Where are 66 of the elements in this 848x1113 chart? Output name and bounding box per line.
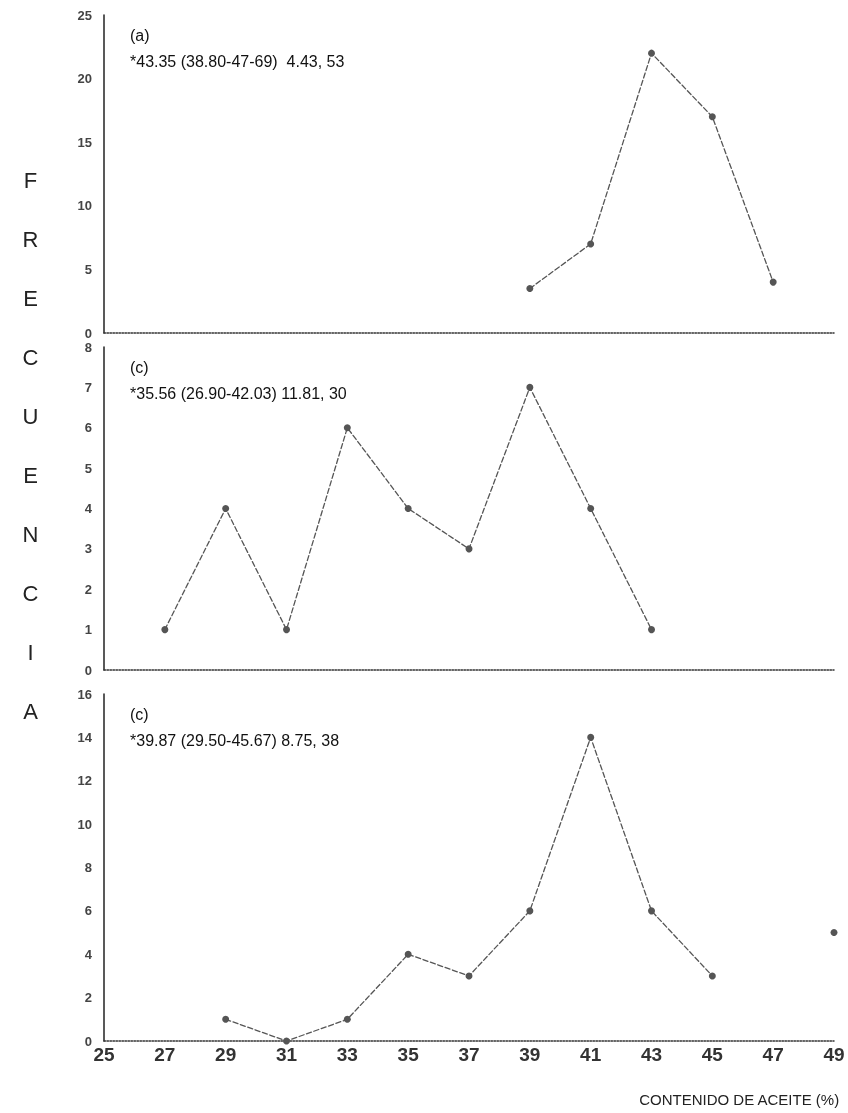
y-axis-title: FRECUENCIA — [18, 168, 43, 758]
point — [526, 284, 534, 292]
y-tick-label: 10 — [77, 198, 92, 214]
y-tick-label: 7 — [84, 379, 92, 395]
point — [404, 950, 412, 958]
y-tick-label: 3 — [84, 541, 92, 557]
annotation: *35.56 (26.90-42.03) 11.81, 30 — [130, 384, 347, 402]
y-tick-label: 25 — [77, 7, 92, 23]
y-tick-label: 0 — [84, 325, 92, 341]
point — [708, 113, 716, 121]
point — [222, 505, 230, 512]
y-tick-label: 2 — [84, 581, 92, 597]
x-tick-label: 33 — [336, 1044, 358, 1065]
y-tick-label: 2 — [84, 990, 92, 1006]
annotation: (c) — [130, 705, 149, 723]
y-tick-label: 8 — [84, 860, 92, 875]
point — [222, 1015, 230, 1023]
y-tick-label: 6 — [84, 903, 92, 919]
point — [343, 424, 351, 432]
x-tick-label: 35 — [397, 1044, 420, 1065]
y-tick-label: 16 — [77, 686, 92, 702]
x-tick-label: 41 — [580, 1044, 602, 1065]
point — [648, 626, 655, 634]
x-tick-label: 29 — [215, 1044, 237, 1065]
point — [708, 972, 716, 980]
y-tick-label: 10 — [77, 816, 92, 832]
point — [283, 1037, 290, 1045]
y-tick-label: 14 — [77, 729, 93, 745]
annotation: *39.87 (29.50-45.67) 8.75, 38 — [130, 731, 340, 749]
y-tick-label: 8 — [84, 339, 92, 355]
y-tick-label: 12 — [77, 773, 92, 789]
point — [587, 240, 595, 248]
x-tick-label: 45 — [701, 1044, 724, 1065]
point — [587, 733, 595, 741]
point — [161, 626, 169, 634]
y-tick-label: 20 — [77, 71, 92, 87]
point — [587, 505, 595, 512]
point — [830, 929, 838, 937]
x-tick-label: 39 — [519, 1044, 541, 1065]
point — [283, 626, 290, 634]
x-tick-label: 43 — [640, 1044, 663, 1065]
y-tick-label: 4 — [84, 501, 93, 516]
y-tick-label: 0 — [84, 1033, 92, 1049]
point — [404, 505, 412, 512]
point — [526, 907, 534, 915]
annotation: (c) — [130, 358, 149, 376]
x-tick-label: 47 — [762, 1044, 784, 1065]
y-tick-label: 0 — [84, 662, 92, 678]
point — [769, 278, 777, 286]
x-tick-label: 27 — [154, 1044, 176, 1065]
y-tick-label: 15 — [77, 134, 92, 150]
y-tick-label: 5 — [84, 261, 92, 277]
x-tick-label: 37 — [458, 1044, 480, 1065]
x-axis-title: CONTENIDO DE ACEITE (%) — [639, 1091, 840, 1108]
x-tick-label: 49 — [823, 1044, 845, 1065]
annotation: (a) — [130, 26, 150, 44]
y-tick-label: 6 — [84, 420, 92, 436]
x-tick-label: 31 — [275, 1044, 298, 1065]
point — [648, 907, 655, 915]
point — [648, 49, 655, 57]
point — [343, 1015, 351, 1023]
annotation: *43.35 (38.80-47-69) 4.43, 53 — [130, 52, 345, 70]
y-tick-label: 4 — [84, 946, 93, 962]
y-tick-label: 1 — [84, 622, 92, 638]
y-tick-label: 5 — [84, 460, 92, 476]
point — [526, 383, 534, 391]
